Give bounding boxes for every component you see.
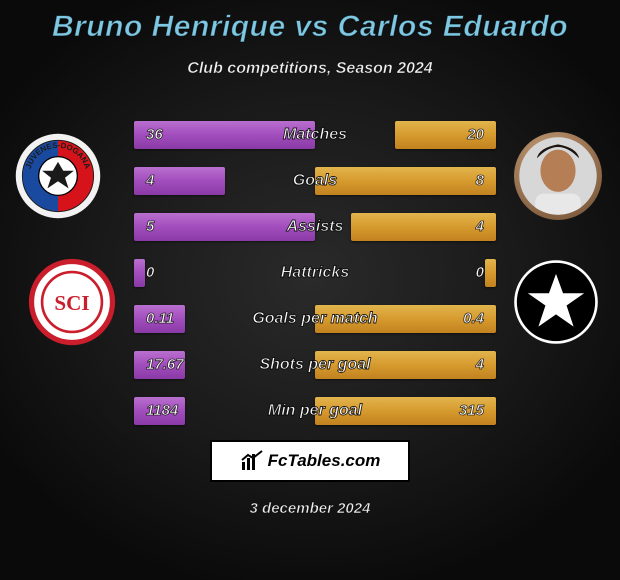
stat-label: Assists [134, 213, 496, 241]
stat-row: 17.674Shots per goal [134, 346, 496, 384]
stat-label: Hattricks [134, 259, 496, 287]
date-text: 3 december 2024 [0, 500, 620, 517]
stat-row: 48Goals [134, 162, 496, 200]
stat-row: 54Assists [134, 208, 496, 246]
club-logo-internacional: SCI [28, 258, 116, 346]
stat-row: 3620Matches [134, 116, 496, 154]
headline: Bruno Henrique vs Carlos Eduardo [0, 10, 620, 44]
stat-label: Shots per goal [134, 351, 496, 379]
player-avatar-carlos-eduardo [514, 132, 602, 220]
club-logo-botafogo [512, 258, 600, 346]
club-logo-juvenes-dogana: JUVENES-DOGANA [14, 132, 102, 220]
stat-row: 00Hattricks [134, 254, 496, 292]
stat-row: 0.110.4Goals per match [134, 300, 496, 338]
comparison-chart: 3620Matches 48Goals 54Assists 00Hattricks 0.… [134, 116, 496, 438]
svg-text:SCI: SCI [54, 291, 89, 315]
watermark-text: FcTables.com [268, 451, 381, 471]
stat-label: Goals [134, 167, 496, 195]
stat-row: 1184315Min per goal [134, 392, 496, 430]
chart-icon [240, 450, 264, 472]
stat-label: Matches [134, 121, 496, 149]
stat-label: Goals per match [134, 305, 496, 333]
subtitle: Club competitions, Season 2024 [0, 60, 620, 78]
watermark: FcTables.com [210, 440, 410, 482]
stat-label: Min per goal [134, 397, 496, 425]
